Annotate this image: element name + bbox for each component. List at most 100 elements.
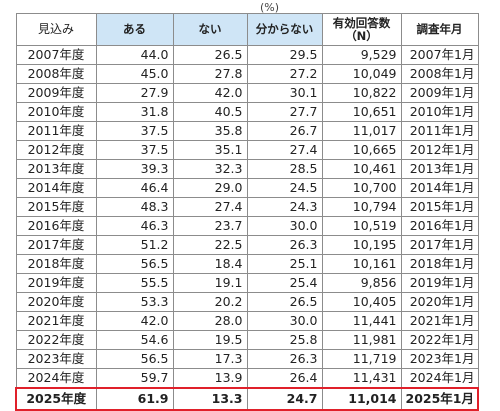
table-row: 2011年度 37.5 35.8 26.7 11,017 2011年1月 [15,121,479,141]
unknown-cell: 26.7 [246,121,323,141]
no-cell: 29.0 [172,178,248,198]
fiscal-year-cell: 2016年度 [15,216,97,236]
fiscal-year-cell: 2020年度 [15,292,97,312]
header-outlook: 見込み [15,13,97,46]
fiscal-year-cell: 2022年度 [15,330,97,350]
no-cell: 23.7 [172,216,248,236]
unknown-cell: 25.4 [246,273,323,293]
unknown-cell: 24.5 [246,178,323,198]
no-cell: 17.3 [172,349,248,369]
survey-table: 見込み ある ない 分からない 有効回答数 （N） 調査年月 2007年度 44.… [15,13,479,411]
survey-month-cell: 2017年1月 [400,235,479,255]
survey-table-container: 見込み ある ない 分からない 有効回答数 （N） 調査年月 2007年度 44.… [15,13,479,411]
table-row: 2007年度 44.0 26.5 29.5 9,529 2007年1月 [15,45,479,65]
yes-cell: 51.2 [95,235,174,255]
table-row: 2018年度 56.5 18.4 25.1 10,161 2018年1月 [15,254,479,274]
survey-month-cell: 2012年1月 [400,140,479,160]
survey-month-cell: 2014年1月 [400,178,479,198]
no-cell: 27.4 [172,197,248,217]
unknown-cell: 25.8 [246,330,323,350]
no-cell: 35.1 [172,140,248,160]
fiscal-year-cell: 2024年度 [15,368,97,389]
unknown-cell: 26.4 [246,368,323,389]
survey-month-cell: 2023年1月 [400,349,479,369]
unknown-cell: 24.7 [246,387,323,411]
responses-cell: 11,017 [321,121,402,141]
yes-cell: 37.5 [95,121,174,141]
yes-cell: 59.7 [95,368,174,389]
fiscal-year-cell: 2017年度 [15,235,97,255]
table-row: 2022年度 54.6 19.5 25.8 11,981 2022年1月 [15,330,479,350]
responses-cell: 10,822 [321,83,402,103]
header-yes: ある [95,13,174,46]
table-body: 2007年度 44.0 26.5 29.5 9,529 2007年1月 2008年度 45.0… [15,45,479,411]
unknown-cell: 27.2 [246,64,323,84]
unknown-cell: 26.5 [246,292,323,312]
yes-cell: 42.0 [95,311,174,331]
survey-month-cell: 2019年1月 [400,273,479,293]
no-cell: 18.4 [172,254,248,274]
responses-cell: 11,014 [321,387,402,411]
responses-cell: 9,856 [321,273,402,293]
yes-cell: 56.5 [95,254,174,274]
unknown-cell: 24.3 [246,197,323,217]
header-row: 見込み ある ない 分からない 有効回答数 （N） 調査年月 [15,13,479,46]
fiscal-year-cell: 2018年度 [15,254,97,274]
no-cell: 19.1 [172,273,248,293]
unknown-cell: 30.0 [246,216,323,236]
no-cell: 28.0 [172,311,248,331]
responses-cell: 10,405 [321,292,402,312]
fiscal-year-cell: 2008年度 [15,64,97,84]
table-row: 2010年度 31.8 40.5 27.7 10,651 2010年1月 [15,102,479,122]
yes-cell: 39.3 [95,159,174,179]
responses-cell: 11,431 [321,368,402,389]
survey-month-cell: 2016年1月 [400,216,479,236]
yes-cell: 55.5 [95,273,174,293]
responses-cell: 10,049 [321,64,402,84]
no-cell: 20.2 [172,292,248,312]
survey-month-cell: 2008年1月 [400,64,479,84]
fiscal-year-cell: 2014年度 [15,178,97,198]
fiscal-year-cell: 2011年度 [15,121,97,141]
fiscal-year-cell: 2015年度 [15,197,97,217]
table-row: 2017年度 51.2 22.5 26.3 10,195 2017年1月 [15,235,479,255]
survey-month-cell: 2021年1月 [400,311,479,331]
fiscal-year-cell: 2010年度 [15,102,97,122]
responses-cell: 9,529 [321,45,402,65]
responses-cell: 10,665 [321,140,402,160]
table-row: 2024年度 59.7 13.9 26.4 11,431 2024年1月 [15,368,479,389]
no-cell: 32.3 [172,159,248,179]
fiscal-year-cell: 2012年度 [15,140,97,160]
unknown-cell: 30.1 [246,83,323,103]
header-survey-month: 調査年月 [400,13,479,46]
yes-cell: 61.9 [95,387,174,411]
table-row: 2019年度 55.5 19.1 25.4 9,856 2019年1月 [15,273,479,293]
no-cell: 19.5 [172,330,248,350]
table-row: 2020年度 53.3 20.2 26.5 10,405 2020年1月 [15,292,479,312]
yes-cell: 46.3 [95,216,174,236]
unknown-cell: 26.3 [246,235,323,255]
fiscal-year-cell: 2023年度 [15,349,97,369]
survey-month-cell: 2018年1月 [400,254,479,274]
table-row: 2013年度 39.3 32.3 28.5 10,461 2013年1月 [15,159,479,179]
responses-cell: 11,981 [321,330,402,350]
yes-cell: 31.8 [95,102,174,122]
no-cell: 42.0 [172,83,248,103]
responses-cell: 10,700 [321,178,402,198]
unknown-cell: 27.4 [246,140,323,160]
table-row: 2008年度 45.0 27.8 27.2 10,049 2008年1月 [15,64,479,84]
responses-cell: 10,651 [321,102,402,122]
responses-cell: 11,719 [321,349,402,369]
unknown-cell: 30.0 [246,311,323,331]
fiscal-year-cell: 2021年度 [15,311,97,331]
no-cell: 27.8 [172,64,248,84]
table-row: 2009年度 27.9 42.0 30.1 10,822 2009年1月 [15,83,479,103]
unknown-cell: 28.5 [246,159,323,179]
yes-cell: 27.9 [95,83,174,103]
fiscal-year-cell: 2025年度 [15,387,97,411]
table-row: 2012年度 37.5 35.1 27.4 10,665 2012年1月 [15,140,479,160]
unknown-cell: 27.7 [246,102,323,122]
responses-cell: 10,195 [321,235,402,255]
survey-month-cell: 2013年1月 [400,159,479,179]
yes-cell: 45.0 [95,64,174,84]
